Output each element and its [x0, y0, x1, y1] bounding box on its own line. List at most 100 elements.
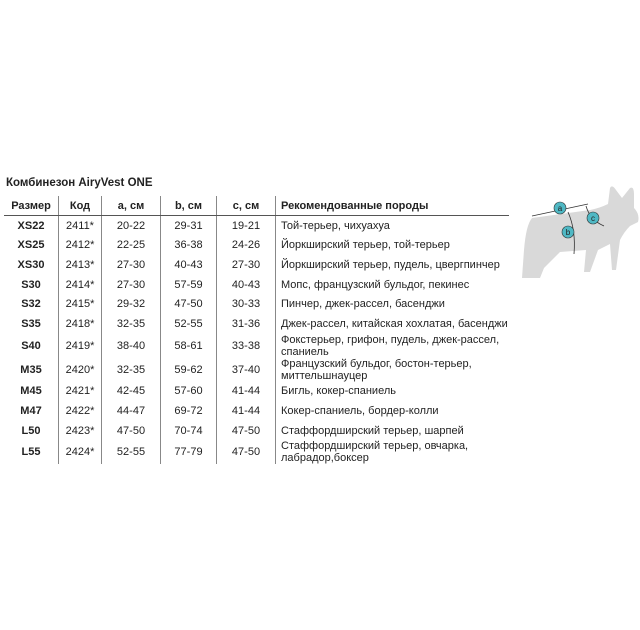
cell-a: 27-30: [101, 255, 161, 275]
header-b: b, см: [160, 196, 217, 216]
cell-c: 47-50: [216, 420, 276, 441]
cell-size: L55: [21, 446, 41, 459]
cell-breeds: Джек-рассел, китайская хохлатая, басендж…: [275, 313, 509, 334]
cell-c: 30-33: [216, 294, 276, 314]
table-row: S32 2415* 29-32 47-50 30-33 Пинчер, джек-расс…: [4, 294, 509, 314]
table-row: M47 2422* 44-47 69-72 41-44 Кокер-спаниель, б…: [4, 401, 509, 421]
cell-size: S40: [21, 339, 41, 352]
cell-c: 24-26: [216, 235, 276, 256]
cell-b: 52-55: [160, 313, 217, 334]
cell-b: 29-31: [160, 215, 217, 236]
cell-size: XS30: [17, 258, 45, 271]
table-row: S35 2418* 32-35 52-55 31-36 Джек-рассел, кита…: [4, 313, 509, 334]
cell-code: 2418*: [58, 313, 102, 334]
cell-code: 2414*: [58, 274, 102, 295]
cell-c: 37-40: [216, 357, 276, 382]
table-header-row: Размер Код a, см b, см c, см Рекомендова…: [4, 196, 509, 216]
cell-b: 57-60: [160, 381, 217, 402]
cell-code: 2412*: [58, 235, 102, 256]
cell-b: 40-43: [160, 255, 217, 275]
cell-a: 47-50: [101, 420, 161, 441]
product-title: Комбинезон AiryVest ONE: [6, 177, 153, 189]
cell-c: 19-21: [216, 215, 276, 236]
label-text: c: [591, 214, 595, 223]
cell-c: 41-44: [216, 381, 276, 402]
cell-breeds: Стаффордширский терьер, овчарка, лабрадо…: [275, 440, 509, 465]
cell-a: 44-47: [101, 401, 161, 421]
cell-b: 69-72: [160, 401, 217, 421]
cell-c: 27-30: [216, 255, 276, 275]
label-text: a: [558, 204, 563, 213]
cell-c: 47-50: [216, 440, 276, 465]
cell-code: 2421*: [58, 381, 102, 402]
dog-silhouette: [522, 186, 639, 278]
table-row: L55 2424* 52-55 77-79 47-50 Стаффордширский т…: [4, 440, 509, 465]
cell-size: M35: [20, 363, 42, 376]
header-breeds: Рекомендованные породы: [275, 196, 509, 216]
cell-code: 2424*: [58, 440, 102, 465]
header-code: Код: [58, 196, 102, 216]
table-row: L50 2423* 47-50 70-74 47-50 Стаффордширский т…: [4, 420, 509, 441]
cell-size: XS25: [17, 239, 45, 252]
cell-b: 58-61: [160, 333, 217, 358]
header-size: Размер: [4, 196, 59, 216]
cell-size: M47: [20, 404, 42, 417]
cell-a: 52-55: [101, 440, 161, 465]
cell-size: XS22: [17, 219, 45, 232]
cell-b: 36-38: [160, 235, 217, 256]
cell-b: 47-50: [160, 294, 217, 314]
cell-size: M45: [20, 385, 42, 398]
cell-c: 33-38: [216, 333, 276, 358]
cell-breeds: Йоркширский терьер, той-терьер: [275, 235, 509, 256]
cell-c: 31-36: [216, 313, 276, 334]
cell-a: 29-32: [101, 294, 161, 314]
cell-a: 22-25: [101, 235, 161, 256]
cell-c: 41-44: [216, 401, 276, 421]
cell-a: 32-35: [101, 357, 161, 382]
table-row: S40 2419* 38-40 58-61 33-38 Фокстерьер, грифо…: [4, 333, 509, 358]
label-b-icon: b: [561, 225, 575, 239]
cell-code: 2420*: [58, 357, 102, 382]
table-row: XS30 2413* 27-30 40-43 27-30 Йоркширский терь…: [4, 255, 509, 275]
cell-breeds: Французский бульдог, бостон-терьер, митт…: [275, 357, 509, 382]
cell-breeds: Бигль, кокер-спаниель: [275, 381, 509, 402]
table-row: S30 2414* 27-30 57-59 40-43 Мопс, французский…: [4, 274, 509, 295]
cell-size: S30: [21, 278, 41, 291]
cell-breeds: Мопс, французский бульдог, пекинес: [275, 274, 509, 295]
cell-c: 40-43: [216, 274, 276, 295]
table-row: M45 2421* 42-45 57-60 41-44 Бигль, кокер-спан…: [4, 381, 509, 402]
cell-breeds: Той-терьер, чихуахуа: [275, 215, 509, 236]
cell-code: 2415*: [58, 294, 102, 314]
label-text: b: [566, 228, 571, 237]
label-a-icon: a: [553, 201, 567, 215]
header-c: c, см: [216, 196, 276, 216]
table-row: XS22 2411* 20-22 29-31 19-21 Той-терьер, чиху…: [4, 215, 509, 236]
cell-b: 59-62: [160, 357, 217, 382]
header-a: a, см: [101, 196, 161, 216]
cell-a: 20-22: [101, 215, 161, 236]
cell-code: 2422*: [58, 401, 102, 421]
label-c-icon: c: [586, 211, 600, 225]
cell-b: 70-74: [160, 420, 217, 441]
cell-code: 2419*: [58, 333, 102, 358]
cell-a: 32-35: [101, 313, 161, 334]
cell-breeds: Кокер-спаниель, бордер-колли: [275, 401, 509, 421]
cell-a: 38-40: [101, 333, 161, 358]
dog-measurement-diagram: a b c: [522, 186, 639, 278]
cell-breeds: Фокстерьер, грифон, пудель, джек-рассел,…: [275, 333, 509, 358]
cell-breeds: Стаффордширский терьер, шарпей: [275, 420, 509, 441]
table-row: M35 2420* 32-35 59-62 37-40 Французский бульд…: [4, 357, 509, 382]
cell-code: 2413*: [58, 255, 102, 275]
cell-b: 57-59: [160, 274, 217, 295]
cell-size: S32: [21, 298, 41, 311]
cell-size: L50: [21, 424, 41, 437]
cell-size: S35: [21, 317, 41, 330]
cell-b: 77-79: [160, 440, 217, 465]
cell-code: 2411*: [58, 215, 102, 236]
table-row: XS25 2412* 22-25 36-38 24-26 Йоркширский терь…: [4, 235, 509, 256]
cell-code: 2423*: [58, 420, 102, 441]
cell-a: 27-30: [101, 274, 161, 295]
cell-breeds: Йоркширский терьер, пудель, цвергпинчер: [275, 255, 509, 275]
cell-a: 42-45: [101, 381, 161, 402]
cell-breeds: Пинчер, джек-рассел, басенджи: [275, 294, 509, 314]
